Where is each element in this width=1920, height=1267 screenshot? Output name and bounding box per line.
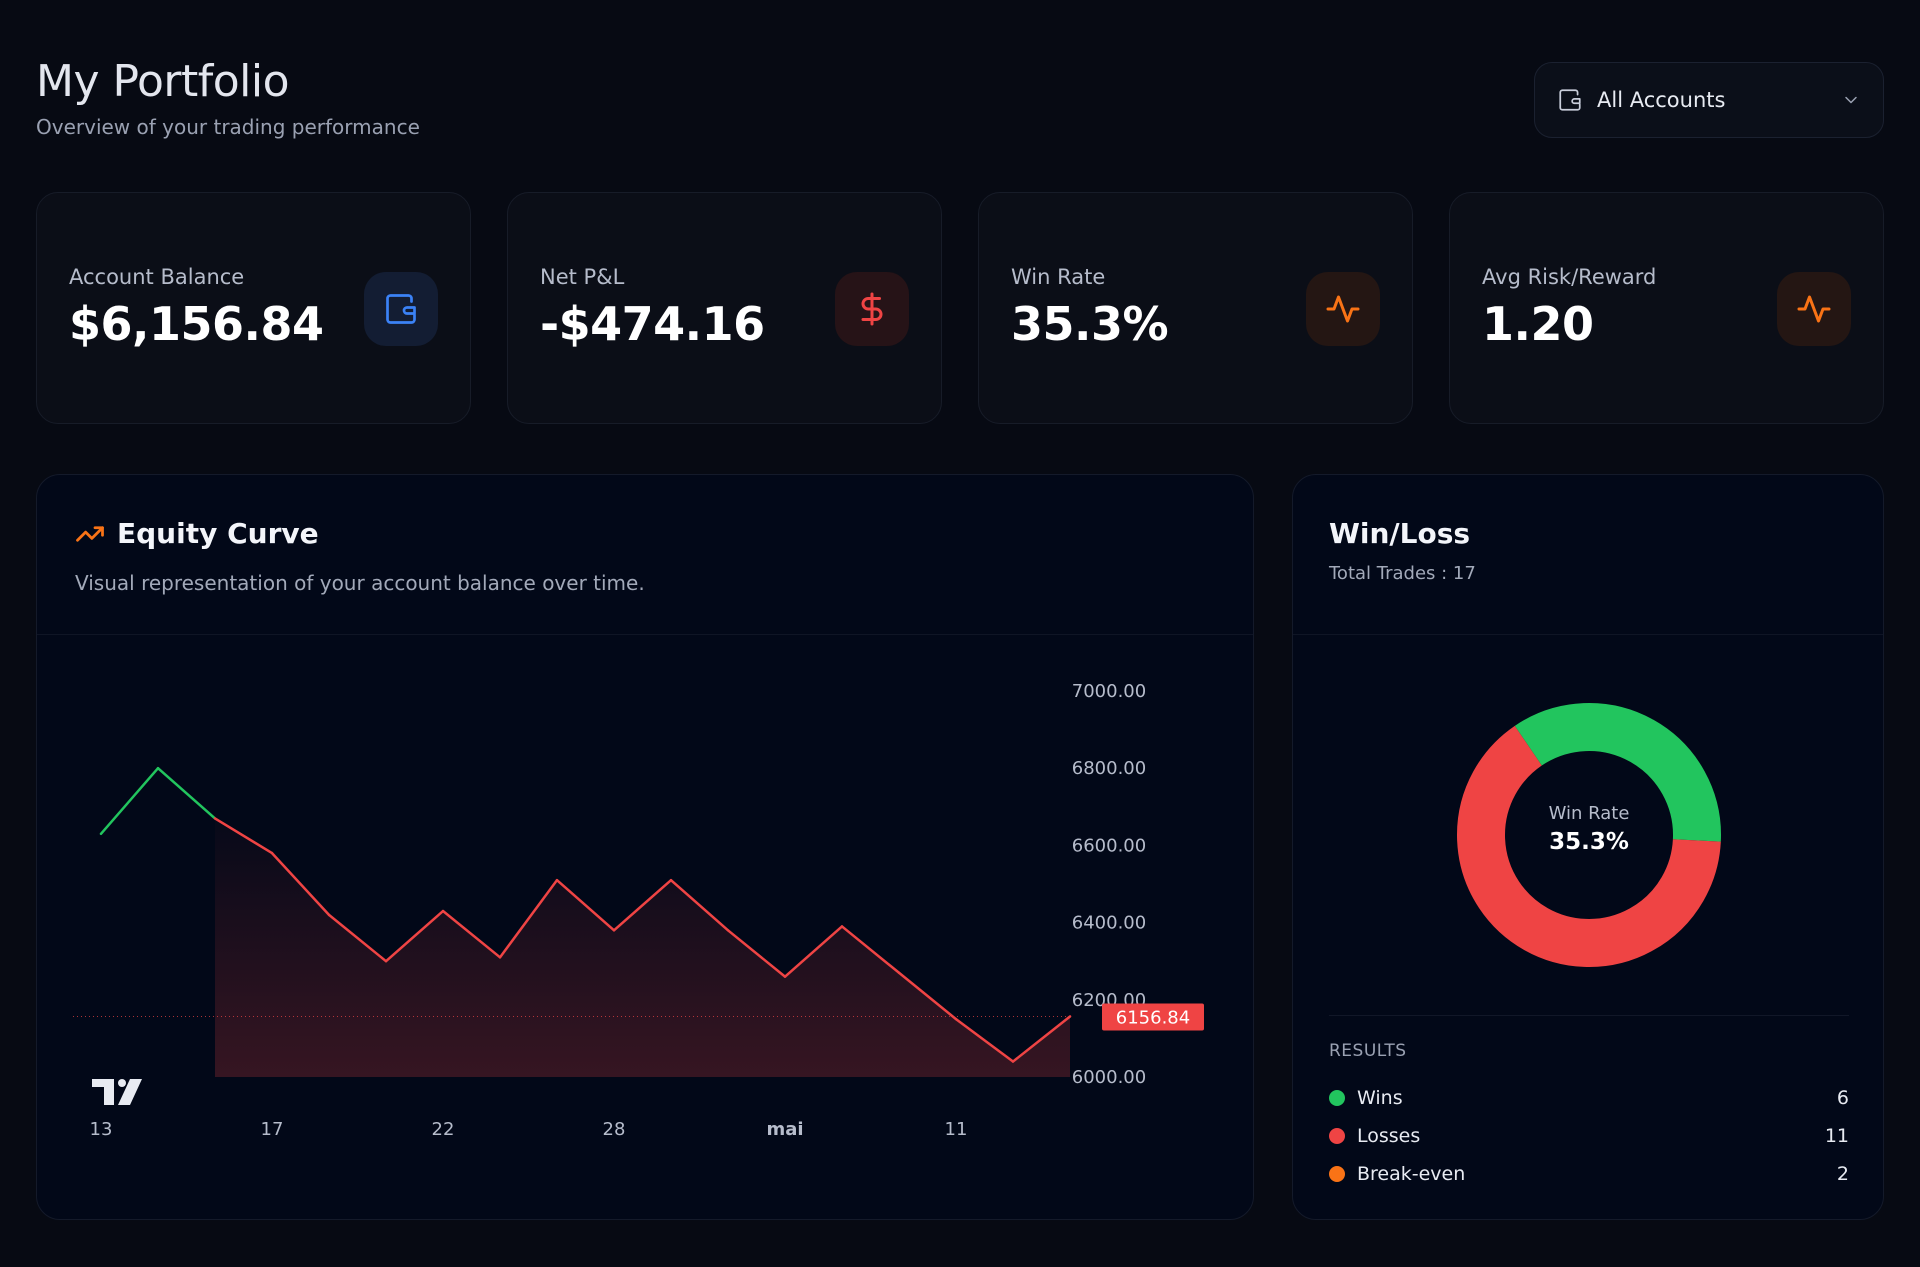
legend-dot [1329,1128,1345,1144]
legend-value: 2 [1836,1163,1849,1185]
equity-line-segment [897,971,958,1021]
trending-up-icon [76,525,104,542]
win-loss-header: Win/Loss Total Trades : 17 [1293,475,1883,635]
stat-icon-badge [835,272,909,346]
y-tick-label: 6800.00 [1072,758,1146,779]
stat-value: -$474.16 [540,297,765,351]
equity-line-segment [99,766,160,836]
equity-line-segment [384,909,445,963]
donut-center-value: 35.3% [1549,829,1629,855]
page-subtitle: Overview of your trading performance [36,115,420,139]
equity-line-segment [270,851,331,917]
equity-line-segment [612,878,673,932]
equity-line-segment [156,766,217,820]
stat-card-net-pnl: Net P&L -$474.16 [507,192,942,424]
win-loss-title: Win/Loss [1329,517,1471,550]
stat-label: Account Balance [69,265,245,289]
x-tick-label: 22 [432,1119,455,1140]
legend-item-break-even: Break-even 2 [1329,1155,1849,1193]
page-header: My Portfolio Overview of your trading pe… [36,56,420,139]
results-legend: RESULTS Wins 6 Losses 11 Break-even 2 [1329,1041,1849,1193]
equity-line-segment [840,925,901,975]
win-loss-panel: Win/Loss Total Trades : 17 Win Rate 35.3… [1292,474,1884,1220]
stat-card-account-balance: Account Balance $6,156.84 [36,192,471,424]
legend-name: Break-even [1357,1163,1466,1185]
last-value-label: 6156.84 [1116,1007,1190,1028]
x-tick-label: 28 [603,1119,626,1140]
stat-icon-badge [1777,272,1851,346]
results-divider [1329,1015,1849,1016]
stat-card-win-rate: Win Rate 35.3% [978,192,1413,424]
dollar-icon [861,292,883,326]
legend-value: 6 [1836,1087,1849,1109]
equity-line-segment [669,878,730,932]
account-select[interactable]: All Accounts [1534,62,1884,138]
total-trades: Total Trades : 17 [1329,563,1476,584]
equity-curve-description: Visual representation of your account ba… [75,571,645,595]
win-loss-donut[interactable]: Win Rate 35.3% [1293,635,1884,1015]
results-title: RESULTS [1329,1041,1407,1061]
legend-dot [1329,1090,1345,1106]
stat-value: $6,156.84 [69,297,324,351]
activity-icon [1326,295,1360,323]
stat-icon-badge [364,272,438,346]
account-select-value: All Accounts [1597,88,1726,112]
stat-label: Avg Risk/Reward [1482,265,1657,289]
y-tick-label: 6400.00 [1072,913,1146,934]
equity-curve-header: Equity Curve Visual representation of yo… [37,475,1253,635]
legend-value: 11 [1824,1125,1849,1147]
equity-line-segment [555,878,616,932]
equity-line-segment [441,909,502,959]
donut-slice-losses[interactable] [1457,725,1721,967]
equity-curve-title: Equity Curve [75,517,319,550]
activity-icon [1797,295,1831,323]
y-tick-label: 7000.00 [1072,681,1146,702]
y-tick-label: 6600.00 [1072,835,1146,856]
last-value-badge [1102,1003,1204,1031]
stat-label: Net P&L [540,265,625,289]
legend-item-losses: Losses 11 [1329,1117,1849,1155]
chevron-down-icon [1845,96,1857,104]
equity-line-segment [1011,1015,1072,1063]
x-tick-label: 13 [90,1119,113,1140]
stat-card-avg-risk-reward: Avg Risk/Reward 1.20 [1449,192,1884,424]
x-tick-label: 17 [261,1119,284,1140]
equity-area-fill [215,818,1070,1077]
x-tick-label: mai [766,1119,803,1140]
donut-center-label: Win Rate [1549,803,1630,824]
donut-slice-wins[interactable] [1514,703,1721,842]
equity-line-segment [783,925,844,978]
equity-line-segment [954,1017,1015,1063]
tradingview-logo[interactable] [92,1079,142,1105]
y-tick-label: 6000.00 [1072,1067,1146,1088]
equity-line-segment [327,913,388,963]
legend-item-wins: Wins 6 [1329,1079,1849,1117]
equity-chart[interactable]: 7000.006800.006600.006400.006200.006000.… [37,635,1254,1220]
equity-line-segment [498,878,559,959]
wallet-icon [1559,89,1581,111]
x-tick-label: 11 [945,1119,968,1140]
legend-dot [1329,1166,1345,1182]
stat-label: Win Rate [1011,265,1106,289]
wallet-icon [386,294,416,324]
legend-name: Losses [1357,1125,1421,1147]
legend-name: Wins [1357,1087,1403,1109]
stat-value: 1.20 [1482,297,1594,351]
stat-icon-badge [1306,272,1380,346]
page-title: My Portfolio [36,56,289,107]
stat-value: 35.3% [1011,297,1169,351]
equity-line-segment [726,929,787,978]
equity-line-segment [213,817,274,855]
equity-curve-panel: Equity Curve Visual representation of yo… [36,474,1254,1220]
equity-curve-title-text: Equity Curve [117,517,319,550]
